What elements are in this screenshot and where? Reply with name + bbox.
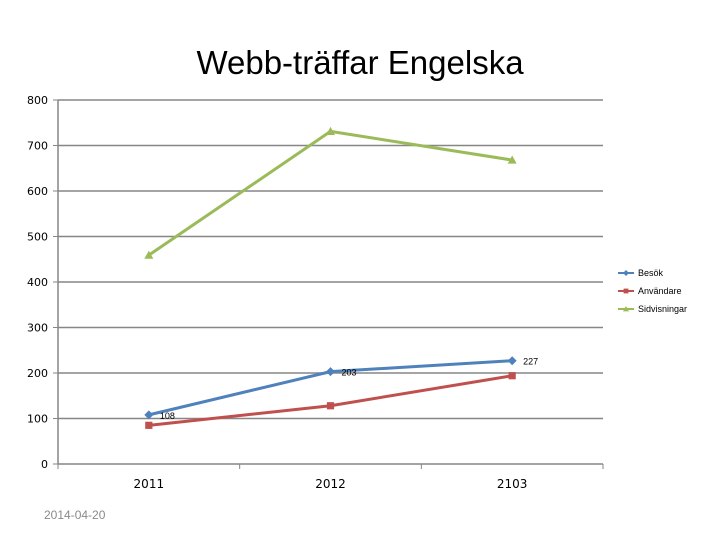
legend-label-0: Besök (638, 268, 664, 278)
series-0-point-2 (507, 356, 517, 366)
series-group: 108 203 227 (144, 126, 538, 429)
series-2-point-1 (326, 126, 335, 135)
legend-item-2: Sidvisningar (618, 304, 687, 314)
y-tick-label-500: 500 (27, 231, 48, 244)
series-0: 108 203 227 (144, 356, 538, 421)
series-1-point-1 (326, 402, 335, 410)
series-0-data-label-2: 227 (523, 357, 538, 367)
series-0-point-1 (326, 367, 335, 377)
legend-marker-0 (623, 270, 629, 276)
y-tick-label-300: 300 (27, 322, 48, 335)
y-tick-label-400: 400 (27, 276, 48, 289)
y-tick-label-800: 800 (27, 94, 48, 107)
x-axis-ticks: 2011 2012 2103 (57, 464, 604, 491)
chart-title: Webb-träffar Engelska (196, 44, 524, 81)
series-1-point-2 (508, 372, 516, 380)
y-tick-label-100: 100 (27, 413, 48, 426)
series-0-data-label-1: 203 (342, 368, 357, 378)
legend-label-2: Sidvisningar (638, 304, 687, 314)
legend-item-1: Användare (618, 286, 682, 296)
y-tick-label-200: 200 (27, 367, 48, 380)
y-tick-label-700: 700 (27, 140, 48, 153)
legend-marker-2 (623, 306, 629, 312)
y-tick-label-600: 600 (27, 185, 48, 198)
series-2-point-0 (144, 250, 154, 259)
x-tick-label-2011: 2011 (134, 477, 165, 491)
legend-item-0: Besök (618, 268, 664, 278)
slide-date: 2014-04-20 (44, 508, 106, 522)
y-tick-label-0: 0 (41, 458, 48, 471)
series-0-point-0 (144, 410, 154, 420)
series-1 (145, 372, 516, 429)
x-tick-label-2012: 2012 (315, 477, 346, 491)
legend-marker-1 (623, 288, 629, 294)
series-2 (144, 126, 517, 259)
legend: Besök Användare Sidvisningar (618, 268, 687, 314)
series-0-data-label-0: 108 (160, 411, 175, 421)
x-tick-label-2103: 2103 (497, 477, 528, 491)
series-2-point-2 (507, 155, 517, 164)
series-1-point-0 (145, 421, 153, 429)
y-axis-ticks: 0 100 200 300 400 500 600 700 800 (27, 94, 58, 471)
legend-label-1: Användare (638, 286, 682, 296)
